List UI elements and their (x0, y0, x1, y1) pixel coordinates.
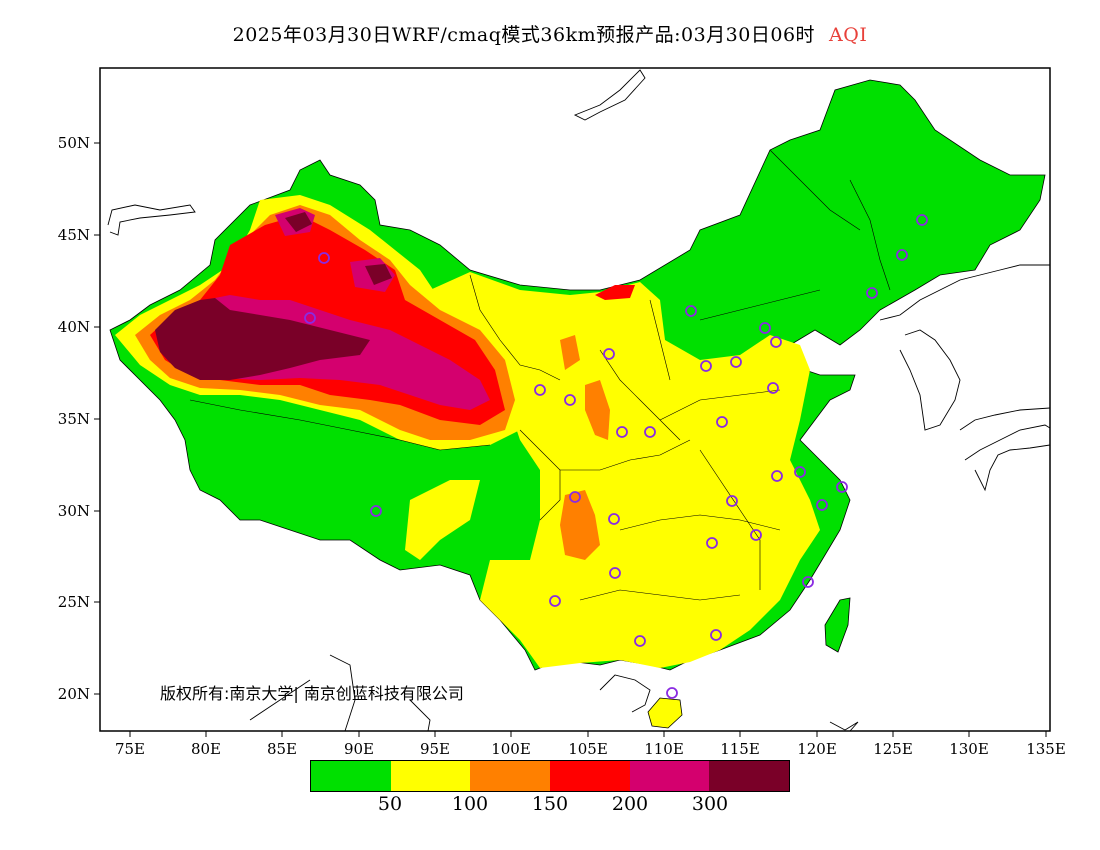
aqi-zone-yellow-central (430, 272, 820, 668)
legend-swatch-maroon (709, 761, 790, 791)
x-tick-label: 95E (420, 740, 450, 758)
x-tick-label: 130E (949, 740, 989, 758)
x-tick-label: 75E (115, 740, 145, 758)
y-tick-label: 45N (58, 226, 90, 244)
y-tick-label: 20N (58, 685, 90, 703)
map-title: 2025年03月30日WRF/cmaq模式36km预报产品:03月30日06时 A… (0, 20, 1100, 47)
aqi-zone-yellow-south (405, 480, 480, 560)
neighbour-coastlines (107, 69, 1050, 731)
y-tick-label: 35N (58, 410, 90, 428)
map-frame (99, 67, 1051, 732)
legend-swatch-yellow (390, 761, 471, 791)
aqi-zone-orange-shaanxi (585, 380, 610, 440)
y-tick-label: 50N (58, 134, 90, 152)
legend-swatch-green (311, 761, 391, 791)
y-axis (94, 142, 100, 695)
x-tick-label: 90E (344, 740, 374, 758)
x-tick-label: 125E (873, 740, 913, 758)
aqi-zone-maroon (155, 298, 370, 380)
x-tick-label: 105E (568, 740, 608, 758)
legend-swatch-orange (470, 761, 551, 791)
x-tick-label: 120E (797, 740, 837, 758)
x-tick-label: 110E (644, 740, 684, 758)
legend-label: 50 (377, 793, 403, 815)
x-tick-label: 100E (491, 740, 531, 758)
y-tick-label: 40N (58, 318, 90, 336)
legend-swatch-magenta (629, 761, 710, 791)
x-tick-label: 85E (267, 740, 297, 758)
legend-label: 200 (611, 793, 649, 815)
title-variable: AQI (829, 24, 868, 46)
color-legend (310, 760, 790, 792)
y-tick-labels: 50N 45N 40N 35N 30N 25N 20N (58, 134, 90, 703)
title-main: 2025年03月30日WRF/cmaq模式36km预报产品:03月30日06时 (232, 24, 816, 46)
legend-label: 150 (531, 793, 569, 815)
legend-labels: 50 100 150 200 300 (0, 793, 1100, 819)
y-tick-label: 25N (58, 593, 90, 611)
legend-swatch-red (550, 761, 630, 791)
map-content (107, 69, 1050, 731)
aqi-zone-maroon-north (285, 212, 312, 232)
legend-label: 100 (451, 793, 489, 815)
legend-label: 300 (691, 793, 729, 815)
x-tick-label: 115E (720, 740, 760, 758)
aqi-zone-orange-small (560, 335, 580, 370)
taiwan-region (824, 597, 851, 653)
aqi-zone-red-north (595, 285, 635, 300)
copyright-text: 版权所有:南京大学| 南京创蓝科技有限公司 (160, 684, 464, 703)
y-tick-label: 30N (58, 502, 90, 520)
hainan-region (647, 697, 683, 729)
province-boundaries (189, 149, 891, 601)
x-axis (129, 731, 1047, 737)
aqi-zone-maroon-mid (365, 264, 392, 285)
x-tick-label: 80E (191, 740, 221, 758)
x-tick-labels: 75E 80E 85E 90E 95E 100E 105E 110E 115E … (115, 740, 1066, 758)
aqi-zone-orange-sichuan (560, 490, 600, 560)
station-markers (304, 214, 928, 699)
x-tick-label: 135E (1026, 740, 1066, 758)
